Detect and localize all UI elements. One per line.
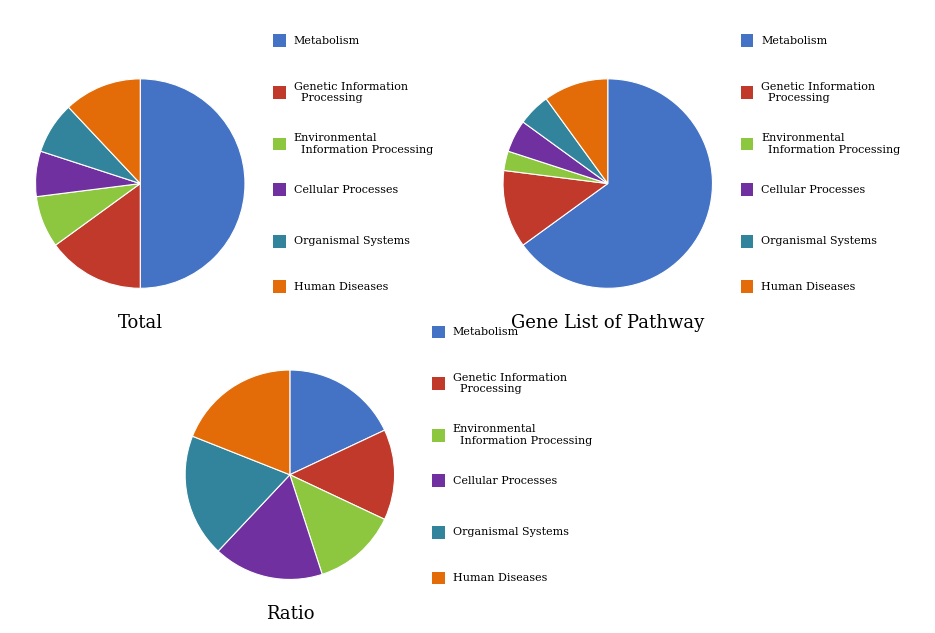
Wedge shape bbox=[508, 122, 608, 184]
Text: Genetic Information
  Processing: Genetic Information Processing bbox=[761, 82, 875, 103]
Wedge shape bbox=[504, 151, 608, 184]
Text: Human Diseases: Human Diseases bbox=[453, 573, 547, 583]
Title: Gene List of Pathway: Gene List of Pathway bbox=[511, 313, 704, 332]
Wedge shape bbox=[523, 79, 712, 288]
Wedge shape bbox=[36, 184, 140, 245]
Bar bbox=[273, 184, 286, 196]
Bar bbox=[741, 86, 754, 99]
Bar bbox=[273, 280, 286, 293]
Bar bbox=[273, 138, 286, 151]
Text: Metabolism: Metabolism bbox=[453, 327, 519, 337]
Wedge shape bbox=[290, 430, 395, 519]
Text: Organismal Systems: Organismal Systems bbox=[453, 527, 568, 537]
Bar bbox=[741, 235, 754, 248]
Bar bbox=[273, 235, 286, 248]
Bar bbox=[432, 325, 445, 338]
Bar bbox=[741, 184, 754, 196]
Bar bbox=[741, 138, 754, 151]
Title: Ratio: Ratio bbox=[266, 605, 314, 623]
Bar bbox=[432, 429, 445, 442]
Wedge shape bbox=[55, 184, 140, 288]
Bar bbox=[273, 86, 286, 99]
Text: Metabolism: Metabolism bbox=[761, 36, 827, 46]
Wedge shape bbox=[36, 151, 140, 197]
Bar bbox=[432, 377, 445, 390]
Wedge shape bbox=[140, 79, 245, 288]
Wedge shape bbox=[68, 79, 140, 184]
Wedge shape bbox=[290, 475, 384, 574]
Text: Organismal Systems: Organismal Systems bbox=[294, 236, 410, 246]
Text: Cellular Processes: Cellular Processes bbox=[294, 185, 398, 194]
Bar bbox=[432, 572, 445, 584]
Wedge shape bbox=[193, 370, 290, 475]
Bar bbox=[741, 34, 754, 47]
Text: Environmental
  Information Processing: Environmental Information Processing bbox=[453, 425, 592, 446]
Title: Total: Total bbox=[118, 313, 163, 332]
Text: Cellular Processes: Cellular Processes bbox=[453, 476, 557, 486]
Text: Genetic Information
  Processing: Genetic Information Processing bbox=[294, 82, 408, 103]
Text: Metabolism: Metabolism bbox=[294, 36, 360, 46]
Wedge shape bbox=[290, 370, 384, 475]
Bar bbox=[741, 280, 754, 293]
Text: Environmental
  Information Processing: Environmental Information Processing bbox=[294, 134, 433, 155]
Text: Environmental
  Information Processing: Environmental Information Processing bbox=[761, 134, 900, 155]
Text: Organismal Systems: Organismal Systems bbox=[761, 236, 877, 246]
Wedge shape bbox=[218, 475, 323, 579]
Bar bbox=[432, 526, 445, 539]
Text: Human Diseases: Human Diseases bbox=[761, 282, 856, 292]
Wedge shape bbox=[546, 79, 608, 184]
Bar bbox=[273, 34, 286, 47]
Text: Cellular Processes: Cellular Processes bbox=[761, 185, 866, 194]
Text: Human Diseases: Human Diseases bbox=[294, 282, 388, 292]
Bar bbox=[432, 475, 445, 487]
Text: Genetic Information
  Processing: Genetic Information Processing bbox=[453, 373, 567, 394]
Wedge shape bbox=[185, 436, 290, 551]
Wedge shape bbox=[523, 99, 608, 184]
Wedge shape bbox=[503, 170, 608, 245]
Wedge shape bbox=[40, 107, 140, 184]
